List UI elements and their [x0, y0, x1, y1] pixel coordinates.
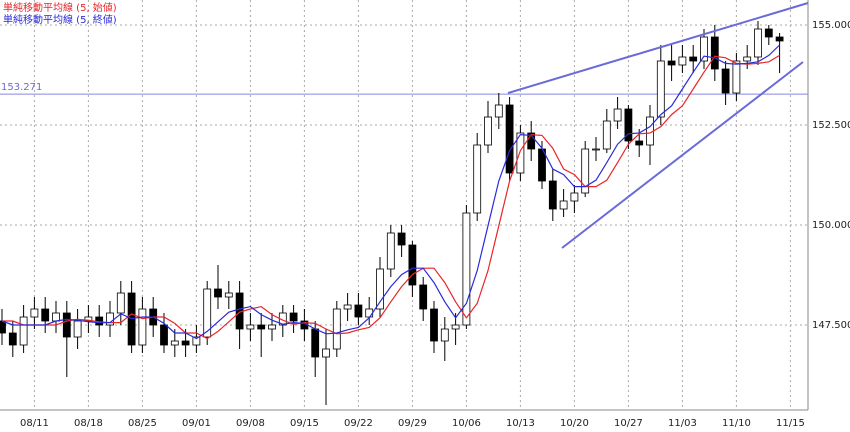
- y-tick-label: 155.000: [812, 20, 850, 31]
- candle-body: [613, 108, 622, 122]
- x-tick-label: 10/20: [560, 418, 589, 429]
- y-tick-label: 150.000: [812, 220, 850, 231]
- candle-body: [246, 324, 255, 330]
- candle-body: [62, 312, 71, 338]
- candle-body: [224, 292, 233, 298]
- x-tick-label: 11/15: [776, 418, 805, 429]
- x-tick-label: 08/25: [128, 418, 157, 429]
- x-tick-label: 10/13: [506, 418, 535, 429]
- candle-body: [743, 56, 752, 62]
- candle-body: [0, 320, 6, 334]
- candle-body: [667, 60, 676, 66]
- candle-body: [84, 316, 93, 322]
- candle-body: [602, 120, 611, 150]
- x-tick-label: 10/06: [452, 418, 481, 429]
- x-tick-label: 10/27: [614, 418, 643, 429]
- x-tick-label: 09/01: [182, 418, 211, 429]
- candle-body: [570, 192, 579, 202]
- candle-body: [192, 336, 201, 346]
- ma-line: [1, 44, 781, 340]
- candle-body: [116, 292, 125, 314]
- candle-body: [386, 232, 395, 270]
- candle-body: [332, 308, 341, 350]
- candle-body: [484, 116, 492, 146]
- candle-body: [289, 312, 298, 322]
- candle-body: [516, 132, 525, 174]
- candle-body: [160, 324, 168, 346]
- candle-body: [19, 316, 28, 346]
- x-tick-label: 09/08: [236, 418, 265, 429]
- candle-body: [624, 108, 633, 142]
- candle-body: [700, 36, 708, 62]
- candle-body: [170, 340, 179, 346]
- candle-body: [322, 348, 330, 358]
- candle-body: [8, 332, 17, 346]
- candle-body: [343, 304, 352, 310]
- trendline-upper: [507, 2, 809, 94]
- legend-entry: 単純移動平均線 (5, 始値): [3, 1, 117, 14]
- candle-body: [397, 232, 406, 246]
- legend-entry: 単純移動平均線 (5, 終値): [3, 13, 117, 26]
- candle-body: [52, 312, 60, 322]
- candle-body: [462, 212, 471, 326]
- candle-body: [732, 60, 741, 94]
- candle-body: [678, 56, 687, 66]
- candle-body: [41, 308, 50, 322]
- candle-body: [268, 324, 276, 330]
- candle-body: [419, 284, 428, 310]
- x-tick-label: 11/10: [722, 418, 751, 429]
- candle-body: [689, 56, 698, 62]
- x-tick-label: 09/22: [344, 418, 373, 429]
- x-tick-label: 11/03: [668, 418, 697, 429]
- trendline-lower: [561, 61, 804, 249]
- x-tick-label: 08/18: [74, 418, 103, 429]
- candle-body: [408, 244, 417, 286]
- candle-body: [721, 68, 730, 94]
- ma-line: [2, 54, 780, 340]
- candle-body: [527, 132, 536, 150]
- candle-body: [592, 148, 600, 151]
- candle-body: [365, 308, 374, 318]
- candle-body: [214, 288, 222, 298]
- candle-body: [257, 324, 266, 330]
- candle-body: [505, 104, 514, 174]
- candle-body: [764, 28, 773, 38]
- x-tick-label: 09/29: [398, 418, 427, 429]
- candle-body: [30, 308, 39, 318]
- candle-body: [430, 308, 438, 342]
- candle-body: [710, 36, 719, 70]
- candle-body: [548, 180, 557, 210]
- candle-body: [656, 60, 665, 118]
- x-tick-label: 08/11: [20, 418, 49, 429]
- candle-body: [775, 36, 784, 42]
- candle-body: [203, 288, 212, 338]
- y-tick-label: 147.500: [812, 320, 850, 331]
- candle-body: [635, 140, 644, 146]
- candle-body: [354, 304, 363, 318]
- candle-body: [494, 104, 503, 118]
- candle-body: [138, 308, 147, 346]
- candle-body: [440, 328, 449, 342]
- y-tick-label: 152.500: [812, 120, 850, 131]
- candle-body: [181, 340, 190, 346]
- candle-body: [376, 268, 384, 310]
- candle-body: [473, 144, 482, 214]
- candle-body: [581, 148, 590, 194]
- price-line-label: 153.271: [1, 82, 42, 93]
- candle-body: [311, 328, 320, 358]
- candle-body: [754, 28, 762, 58]
- x-tick-label: 09/15: [290, 418, 319, 429]
- candle-body: [559, 200, 568, 210]
- candle-body: [451, 324, 460, 330]
- candle-body: [73, 320, 82, 338]
